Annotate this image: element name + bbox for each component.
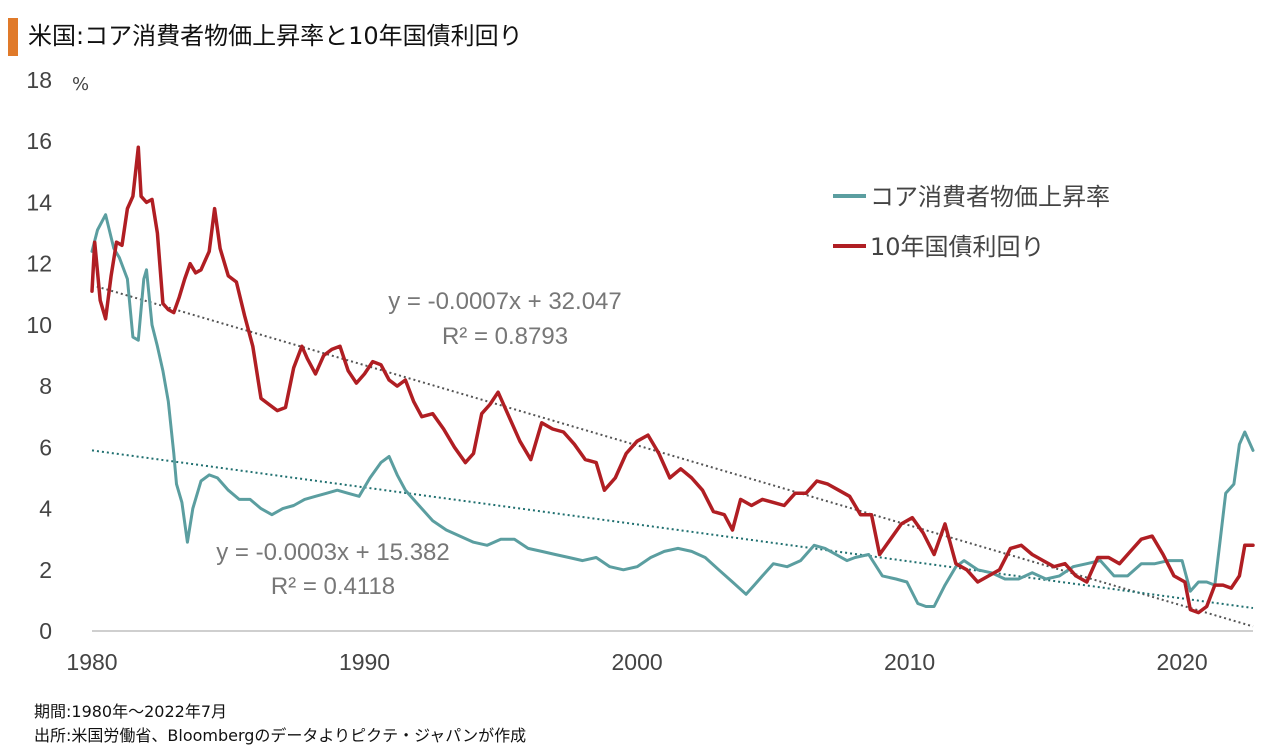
footer-source: 出所:米国労働省、Bloombergのデータよりピクテ・ジャパンが作成 — [34, 726, 527, 745]
x-tick-label: 2010 — [884, 649, 935, 675]
y-tick-label: 0 — [39, 618, 52, 644]
legend-label-core-cpi: コア消費者物価上昇率 — [870, 183, 1110, 211]
y-tick-label: 6 — [39, 434, 52, 460]
legend: コア消費者物価上昇率 10年国債利回り — [833, 183, 1110, 261]
legend-label-10y-yield: 10年国債利回り — [870, 233, 1045, 261]
footer-period: 期間:1980年～2022年7月 — [34, 702, 228, 721]
series-line-10y-yield — [90, 145, 1255, 615]
y-tick-label: 4 — [39, 496, 52, 522]
chart-title: 米国:コア消費者物価上昇率と10年国債利回り — [28, 22, 523, 50]
trendline-0 — [91, 284, 1254, 628]
trend-r2-cpi: R² = 0.4118 — [271, 573, 395, 600]
y-tick-label: 8 — [39, 373, 52, 399]
y-tick-label: 12 — [26, 251, 52, 277]
y-unit-label: % — [72, 74, 89, 95]
y-axis: 0 2 4 6 8 10 12 14 16 18 — [26, 67, 52, 644]
x-axis: 1980 1990 2000 2010 2020 — [66, 649, 1207, 675]
y-tick-label: 18 — [26, 67, 52, 93]
trend-equation-cpi: y = -0.0003x + 15.382 — [216, 539, 450, 566]
trendlines — [91, 284, 1254, 628]
y-tick-label: 10 — [26, 312, 52, 338]
y-tick-label: 14 — [26, 189, 52, 215]
trendline-1 — [91, 449, 1254, 610]
x-tick-label: 2000 — [611, 649, 662, 675]
trendline-equations: y = -0.0007x + 32.047 R² = 0.8793 y = -0… — [216, 288, 622, 600]
y-tick-label: 16 — [26, 128, 52, 154]
series-lines — [90, 145, 1255, 615]
y-tick-label: 2 — [39, 557, 52, 583]
x-tick-label: 2020 — [1157, 649, 1208, 675]
x-tick-label: 1980 — [66, 649, 117, 675]
x-tick-label: 1990 — [339, 649, 390, 675]
trend-equation-yield: y = -0.0007x + 32.047 — [388, 288, 622, 315]
title-accent-bar — [8, 18, 18, 56]
trend-r2-yield: R² = 0.8793 — [442, 323, 568, 350]
chart: 0 2 4 6 8 10 12 14 16 18 % 1980 1990 2000 2010 2020 コ… — [26, 67, 1255, 675]
